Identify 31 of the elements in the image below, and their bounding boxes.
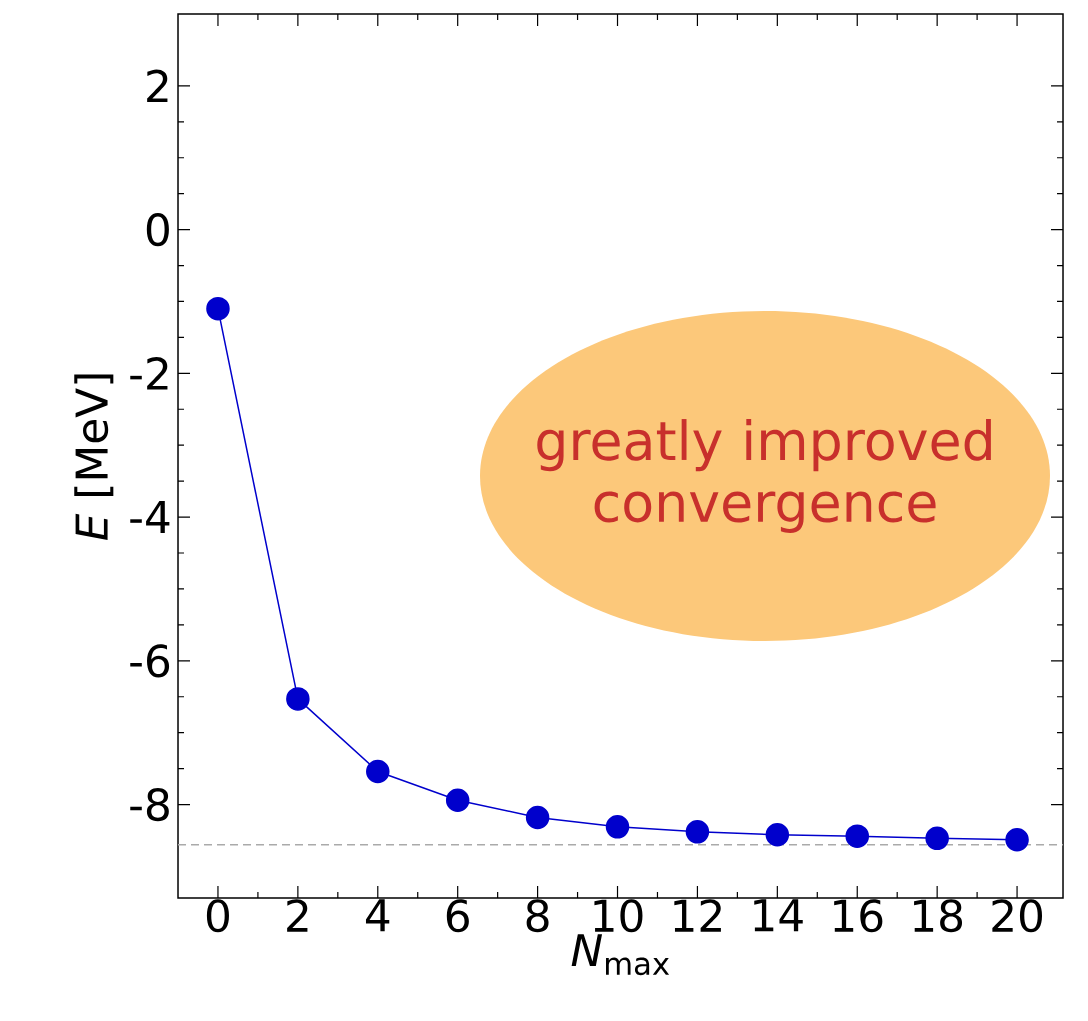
x-tick-label: 4 <box>365 899 390 932</box>
y-axis-title: E [MeV] <box>74 374 114 541</box>
x-tick-label: 0 <box>206 899 229 933</box>
x-tick-label: 6 <box>446 899 469 933</box>
y-tick-label: -8 <box>130 787 169 822</box>
x-tick-label: 16 <box>834 899 883 933</box>
point <box>605 815 630 839</box>
x-tick-label: 2 <box>287 899 308 932</box>
y-tick-label: -2 <box>130 357 168 390</box>
y-tick-label: -4 <box>130 501 170 534</box>
point <box>925 826 949 851</box>
point <box>206 296 230 321</box>
x-axis-title: N$_{max}$ <box>571 934 670 976</box>
y-tick-label: 2 <box>147 69 168 103</box>
point <box>286 687 310 711</box>
x-tick-label: 14 <box>754 899 803 932</box>
x-tick-label: 12 <box>674 899 721 932</box>
annotation: greatly improved convergence <box>537 419 991 533</box>
point <box>445 788 470 812</box>
point <box>525 805 550 830</box>
x-tick-label: 18 <box>914 899 963 933</box>
y-tick-label: -6 <box>130 644 170 678</box>
point <box>765 822 790 847</box>
point <box>366 759 390 784</box>
x-tick-label: 20 <box>992 899 1043 933</box>
point <box>1005 828 1029 852</box>
y-tick-label: 0 <box>146 213 169 247</box>
point <box>685 820 710 844</box>
x-tick-label: 10 <box>594 899 643 933</box>
x-tick-label: 8 <box>526 899 549 933</box>
point <box>845 824 869 848</box>
